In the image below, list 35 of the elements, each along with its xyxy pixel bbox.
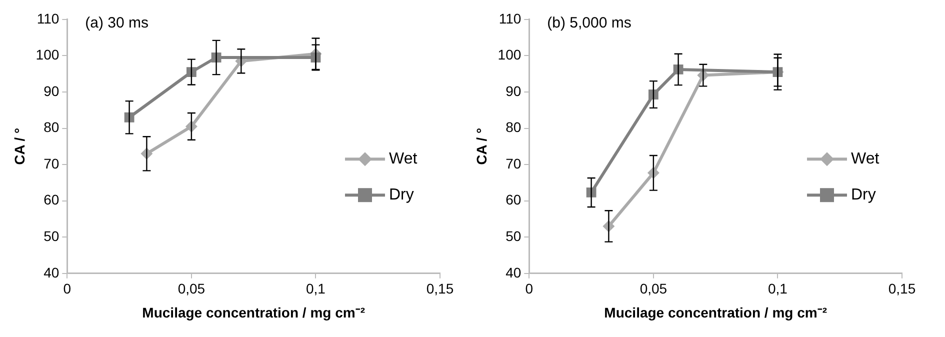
y-tick-label: 80: [506, 119, 522, 136]
y-tick-label: 80: [44, 119, 60, 136]
legend-label: Wet: [851, 150, 880, 168]
legend-label: Dry: [389, 186, 414, 204]
x-tick-label: 0: [63, 280, 72, 297]
chart-title: (a) 30 ms: [85, 14, 149, 32]
y-tick-label: 100: [498, 46, 522, 63]
y-tick-label: 60: [506, 192, 522, 208]
y-tick-label: 110: [36, 10, 60, 26]
x-tick-label: 0: [525, 280, 534, 297]
y-tick-label: 50: [506, 228, 522, 244]
point: [648, 90, 658, 100]
y-tick-label: 90: [44, 82, 60, 99]
y-axis-title: CA / °: [11, 128, 28, 165]
chart-title: (b) 5,000 ms: [547, 14, 632, 32]
x-tick-label: 0,15: [888, 280, 916, 297]
x-tick-label: 0,1: [768, 280, 788, 297]
y-tick-label: 70: [506, 155, 522, 172]
x-tick-label: 0,15: [426, 280, 454, 297]
x-axis-title: Mucilage concentration / mg cm⁻²: [142, 304, 366, 320]
x-tick-label: 0,05: [640, 280, 668, 297]
legend-label: Dry: [851, 186, 876, 204]
y-tick-label: 70: [44, 155, 60, 172]
y-tick-label: 40: [44, 264, 60, 280]
y-tick-label: 50: [44, 228, 60, 244]
y-tick-label: 90: [506, 82, 522, 99]
x-tick-label: 0,1: [306, 280, 326, 297]
x-axis-title: Mucilage concentration / mg cm⁻²: [604, 304, 828, 320]
y-axis-title: CA / °: [473, 128, 490, 165]
y-tick-label: 100: [36, 46, 60, 63]
x-tick-label: 0,05: [178, 280, 206, 297]
y-tick-label: 40: [506, 264, 522, 280]
legend-label: Wet: [389, 150, 418, 168]
y-tick-label: 110: [498, 10, 522, 26]
y-tick-label: 60: [44, 192, 60, 208]
